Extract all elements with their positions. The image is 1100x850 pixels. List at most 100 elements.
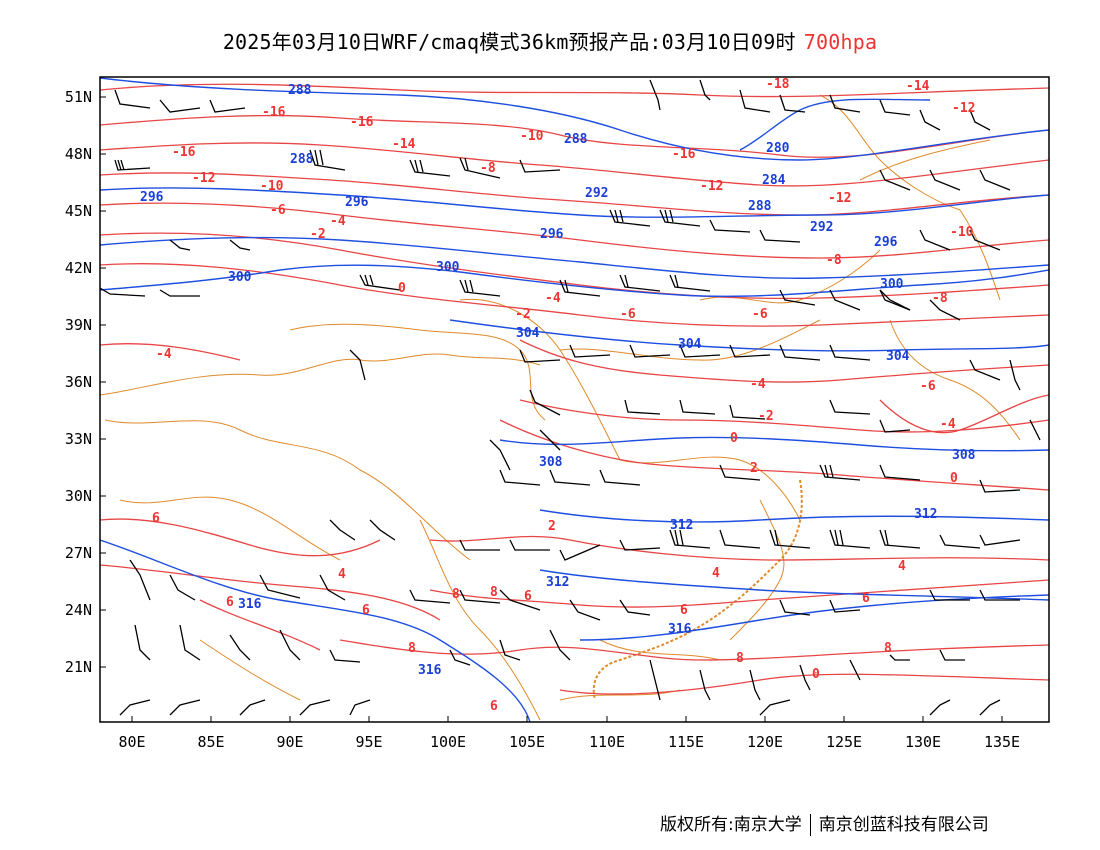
lon-label: 125E <box>826 733 862 751</box>
height-label: 296 <box>140 190 164 205</box>
lat-label: 21N <box>65 658 92 676</box>
wind-barbs <box>100 79 1041 716</box>
temp-label: 6 <box>680 603 688 618</box>
temp-label: -4 <box>156 347 172 362</box>
lon-axis <box>131 716 1003 722</box>
temp-label: 4 <box>338 567 346 582</box>
temp-label: -10 <box>260 179 284 194</box>
height-label: 308 <box>952 448 976 463</box>
temp-label: 4 <box>712 566 720 581</box>
temp-label: 0 <box>730 431 738 446</box>
temp-label: -16 <box>672 147 696 162</box>
temp-label: 6 <box>524 589 532 604</box>
height-label: 304 <box>678 337 702 352</box>
height-label: 308 <box>539 455 563 470</box>
height-label: 300 <box>880 277 904 292</box>
lon-label: 135E <box>984 733 1020 751</box>
height-label: 304 <box>886 349 910 364</box>
lon-label: 85E <box>197 733 224 751</box>
temp-label: 6 <box>152 511 160 526</box>
temp-label: -18 <box>766 77 790 92</box>
copyright-left: 版权所有:南京大学 <box>660 815 802 835</box>
height-label: 312 <box>670 518 693 533</box>
temp-label: -4 <box>545 291 561 306</box>
temp-label: 6 <box>862 591 870 606</box>
temp-label: 6 <box>226 595 234 610</box>
temp-label: -4 <box>750 377 766 392</box>
temp-label: -2 <box>310 227 326 242</box>
lon-label: 90E <box>276 733 303 751</box>
height-label: 288 <box>288 83 312 98</box>
temp-label: -2 <box>515 307 531 322</box>
title-level: 700hpa <box>803 30 878 54</box>
copyright-right: 南京创蓝科技有限公司 <box>818 815 989 835</box>
temp-label: -8 <box>480 161 496 176</box>
height-label: 288 <box>748 199 772 214</box>
temp-label: 8 <box>884 641 892 656</box>
temp-label: -8 <box>826 253 842 268</box>
temp-label: 6 <box>362 603 370 618</box>
height-label: 304 <box>516 326 540 341</box>
lat-label: 45N <box>65 202 92 220</box>
lat-axis <box>100 96 106 668</box>
temp-label: 8 <box>452 587 460 602</box>
height-label: 296 <box>874 235 898 250</box>
height-label: 316 <box>668 622 692 637</box>
height-label: 292 <box>585 186 608 201</box>
height-label: 300 <box>228 270 252 285</box>
footer-divider <box>809 814 811 836</box>
temp-label: -16 <box>262 105 286 120</box>
temp-label: -6 <box>920 379 936 394</box>
temp-label: -6 <box>270 203 286 218</box>
temp-label: -6 <box>620 307 636 322</box>
country-borders <box>100 94 1021 721</box>
height-label: 288 <box>290 152 314 167</box>
map-layers: -16 -16 -16 -14 -12 -10 -10 -8 -6 -4 -4 … <box>100 77 1049 722</box>
height-label: 312 <box>546 575 569 590</box>
temp-label: 2 <box>548 519 556 534</box>
temp-label: 8 <box>408 641 416 656</box>
lon-label: 105E <box>509 733 545 751</box>
temp-label: -12 <box>700 179 723 194</box>
temp-label: -12 <box>192 171 215 186</box>
lat-label: 48N <box>65 145 92 163</box>
lon-label: 130E <box>905 733 941 751</box>
lon-label: 115E <box>668 733 704 751</box>
lat-label: 36N <box>65 373 92 391</box>
temp-label: -4 <box>940 417 956 432</box>
temp-label: -12 <box>952 101 975 116</box>
lat-label: 42N <box>65 259 92 277</box>
height-labels: 288 288 296 296 288 292 296 300 300 304 … <box>140 83 976 678</box>
lon-labels: 80E 85E 90E 95E 100E 105E 110E 115E 120E… <box>118 733 1020 751</box>
lat-label: 51N <box>65 88 92 106</box>
temp-label: -12 <box>828 191 851 206</box>
lon-label: 110E <box>589 733 625 751</box>
height-label: 280 <box>766 141 790 156</box>
height-label: 292 <box>810 220 833 235</box>
temp-label: 2 <box>750 461 758 476</box>
lat-label: 33N <box>65 430 92 448</box>
height-label: 312 <box>914 507 937 522</box>
lon-label: 80E <box>118 733 145 751</box>
height-label: 296 <box>540 227 564 242</box>
temp-label: -2 <box>758 409 774 424</box>
temp-label: -6 <box>752 307 768 322</box>
lat-labels: 51N 48N 45N 42N 39N 36N 33N 30N 27N 24N … <box>65 88 92 676</box>
temp-label: 0 <box>812 667 820 682</box>
lon-label: 100E <box>430 733 466 751</box>
temp-label: 6 <box>490 699 498 714</box>
temp-label: -4 <box>330 214 346 229</box>
temp-label: 0 <box>398 281 406 296</box>
height-label: 296 <box>345 195 369 210</box>
lon-label: 95E <box>355 733 382 751</box>
height-label: 300 <box>436 260 460 275</box>
coastline <box>592 479 803 701</box>
title-main: 2025年03月10日WRF/cmaq模式36km预报产品:03月10日09时 <box>222 30 796 54</box>
lat-label: 24N <box>65 601 92 619</box>
temp-label: -14 <box>392 137 416 152</box>
temp-label: -10 <box>520 129 544 144</box>
temp-label: -16 <box>172 145 196 160</box>
lat-label: 27N <box>65 544 92 562</box>
temp-label: -10 <box>950 225 974 240</box>
